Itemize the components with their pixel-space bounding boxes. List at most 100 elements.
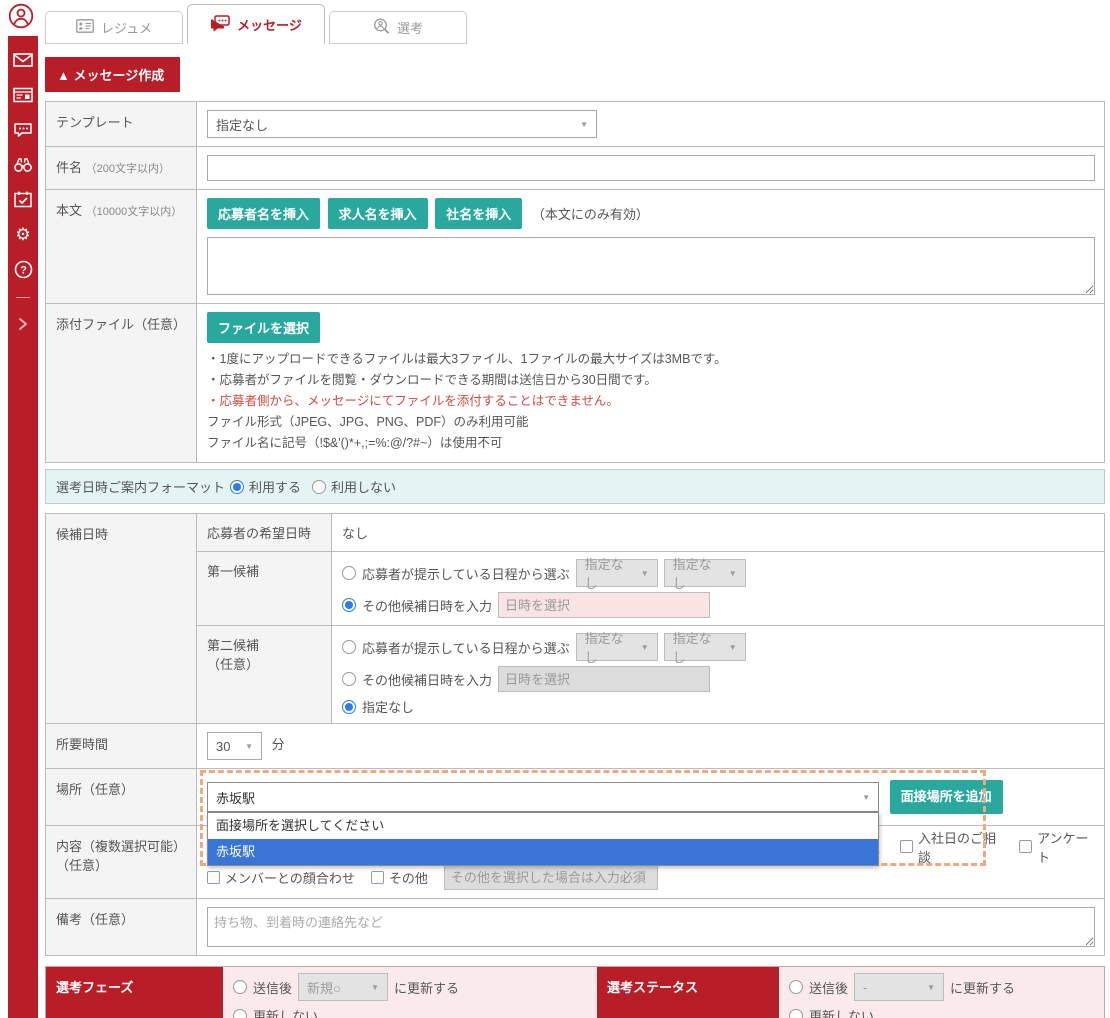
location-option-akasaka[interactable]: 赤坂駅: [208, 839, 878, 865]
phase-status-section: 選考フェーズ 送信後 新規○▼ に更新する 更新しない 選考ステータス 送信後: [45, 966, 1105, 1018]
duration-label: 所要時間: [46, 724, 197, 768]
tab-label: メッセージ: [237, 15, 302, 34]
attachment-symbol-note: ファイル名に記号（!$&'()*+,;=%:@/?#~）は使用不可: [207, 433, 1094, 454]
subject-input[interactable]: [207, 155, 1095, 181]
content-label: 内容（複数選択可能）: [56, 836, 186, 855]
resume-icon: [76, 19, 94, 36]
checkbox-joining-date[interactable]: 入社日のご相談: [900, 828, 999, 866]
status-no-update-radio[interactable]: [789, 1009, 803, 1018]
first-time-select[interactable]: 指定なし▼: [664, 559, 746, 587]
second-time-select[interactable]: 指定なし▼: [664, 633, 746, 661]
body-row: 本文 （10000文字以内） 応募者名を挿入 求人名を挿入 社名を挿入 （本文に…: [46, 189, 1104, 303]
location-row: 場所（任意） 赤坂駅▼ 面接場所を追加 面接場所を選択してください 赤坂駅: [46, 768, 1104, 825]
sidebar: ⚙ ?: [8, 36, 38, 1018]
chevron-right-icon[interactable]: [8, 306, 38, 341]
tab-label: 選考: [397, 18, 423, 37]
phase-label: 選考フェーズ: [46, 967, 223, 1018]
location-label: 場所（任意）: [46, 769, 197, 825]
first-datetime-input[interactable]: [498, 592, 710, 618]
message-compose-header[interactable]: ▲ メッセージ作成: [45, 57, 180, 92]
candidate-datetime-label: 候補日時: [46, 514, 197, 723]
checkbox-member-meet[interactable]: メンバーとの顔合わせ: [207, 868, 355, 887]
template-label: テンプレート: [46, 102, 197, 146]
status-select[interactable]: -▼: [854, 973, 944, 1001]
status-after-send: 送信後: [809, 978, 848, 997]
first-pick-radio[interactable]: [342, 566, 356, 580]
second-none-label: 指定なし: [362, 697, 414, 716]
chevron-down-icon: ▼: [245, 742, 253, 751]
second-other-radio[interactable]: [342, 672, 356, 686]
first-date-select[interactable]: 指定なし▼: [576, 559, 658, 587]
second-pick-label: 応募者が提示している日程から選ぶ: [362, 638, 570, 657]
checkbox-icon: [207, 871, 220, 884]
second-date-select[interactable]: 指定なし▼: [576, 633, 658, 661]
chevron-down-icon: ▼: [862, 793, 870, 802]
chevron-down-icon: ▼: [729, 569, 737, 578]
checkbox-other[interactable]: その他: [371, 868, 428, 887]
gear-icon[interactable]: ⚙: [8, 217, 38, 252]
second-none-radio[interactable]: [342, 700, 356, 714]
second-datetime-input[interactable]: [498, 666, 710, 692]
mail-icon[interactable]: [8, 42, 38, 77]
subject-label: 件名: [56, 160, 82, 175]
first-choice-row: 第一候補 応募者が提示している日程から選ぶ 指定なし▼ 指定なし▼ その他候補日…: [197, 551, 1104, 625]
template-row: テンプレート 指定なし▼: [46, 102, 1104, 146]
attachment-format-note: ファイル形式（JPEG、JPG、PNG、PDF）のみ利用可能: [207, 412, 1094, 433]
tab-selection[interactable]: 選考: [329, 11, 467, 44]
location-select[interactable]: 赤坂駅▼: [207, 782, 879, 812]
phase-after-send: 送信後: [253, 978, 292, 997]
second-choice-label: 第二候補: [207, 635, 321, 654]
schedule-form-table: 候補日時 応募者の希望日時 なし 第一候補 応募者が提示している日: [45, 513, 1105, 956]
chevron-down-icon: ▼: [580, 120, 588, 129]
card-icon[interactable]: [8, 77, 38, 112]
second-pick-radio[interactable]: [342, 640, 356, 654]
tab-message[interactable]: メッセージ: [187, 4, 325, 44]
phase-no-update-radio[interactable]: [233, 1009, 247, 1018]
checkbox-survey[interactable]: アンケート: [1019, 828, 1094, 866]
help-icon[interactable]: ?: [8, 252, 38, 287]
location-option-placeholder[interactable]: 面接場所を選択してください: [208, 813, 878, 839]
first-other-radio[interactable]: [342, 598, 356, 612]
insert-applicant-name-button[interactable]: 応募者名を挿入: [207, 198, 320, 229]
chevron-down-icon: ▼: [729, 643, 737, 652]
radio-not-use-format[interactable]: [312, 480, 326, 494]
remarks-row: 備考（任意）: [46, 898, 1104, 955]
radio-use-format[interactable]: [230, 480, 244, 494]
applicant-preferred-value: なし: [342, 523, 1094, 542]
chat-icon[interactable]: [8, 112, 38, 147]
schedule-format-label: 選考日時ご案内フォーマット: [56, 477, 225, 496]
phase-select[interactable]: 新規○▼: [298, 973, 388, 1001]
schedule-format-banner: 選考日時ご案内フォーマット 利用する 利用しない: [45, 469, 1105, 504]
subject-row: 件名 （200文字以内）: [46, 146, 1104, 189]
subject-hint: （200文字以内）: [86, 163, 170, 175]
tab-label: レジュメ: [101, 18, 152, 37]
message-icon: [210, 15, 230, 35]
duration-row: 所要時間 30▼ 分: [46, 723, 1104, 768]
user-avatar-icon[interactable]: [8, 3, 34, 29]
add-interview-location-button[interactable]: 面接場所を追加: [890, 780, 1003, 814]
status-update-radio[interactable]: [789, 980, 803, 994]
second-choice-row: 第二候補 （任意） 応募者が提示している日程から選ぶ 指定なし▼ 指定なし▼: [197, 625, 1104, 723]
template-select[interactable]: 指定なし▼: [207, 110, 597, 138]
message-form-table: テンプレート 指定なし▼ 件名 （200文字以内） 本文: [45, 101, 1105, 463]
insert-job-name-button[interactable]: 求人名を挿入: [328, 198, 428, 229]
body-textarea[interactable]: [207, 237, 1095, 295]
insert-company-name-button[interactable]: 社名を挿入: [435, 198, 522, 229]
location-dropdown-list: 面接場所を選択してください 赤坂駅: [207, 812, 879, 866]
content-other-input[interactable]: [444, 864, 658, 890]
first-choice-label: 第一候補: [197, 552, 332, 625]
first-pick-label: 応募者が提示している日程から選ぶ: [362, 564, 570, 583]
file-select-button[interactable]: ファイルを選択: [207, 312, 320, 343]
phase-update-radio[interactable]: [233, 980, 247, 994]
tab-resume[interactable]: レジュメ: [45, 11, 183, 44]
second-other-label: その他候補日時を入力: [362, 670, 492, 689]
chevron-down-icon: ▼: [641, 643, 649, 652]
attachment-note-2: ・応募者がファイルを閲覧・ダウンロードできる期間は送信日から30日間です。: [207, 370, 1094, 391]
candidate-datetime-row: 候補日時 応募者の希望日時 なし 第一候補 応募者が提示している日: [46, 514, 1104, 723]
binoculars-icon[interactable]: [8, 147, 38, 182]
sidebar-divider: [16, 297, 30, 298]
duration-unit: 分: [272, 737, 285, 752]
calendar-check-icon[interactable]: [8, 182, 38, 217]
duration-select[interactable]: 30▼: [207, 732, 262, 760]
remarks-textarea[interactable]: [207, 907, 1095, 947]
